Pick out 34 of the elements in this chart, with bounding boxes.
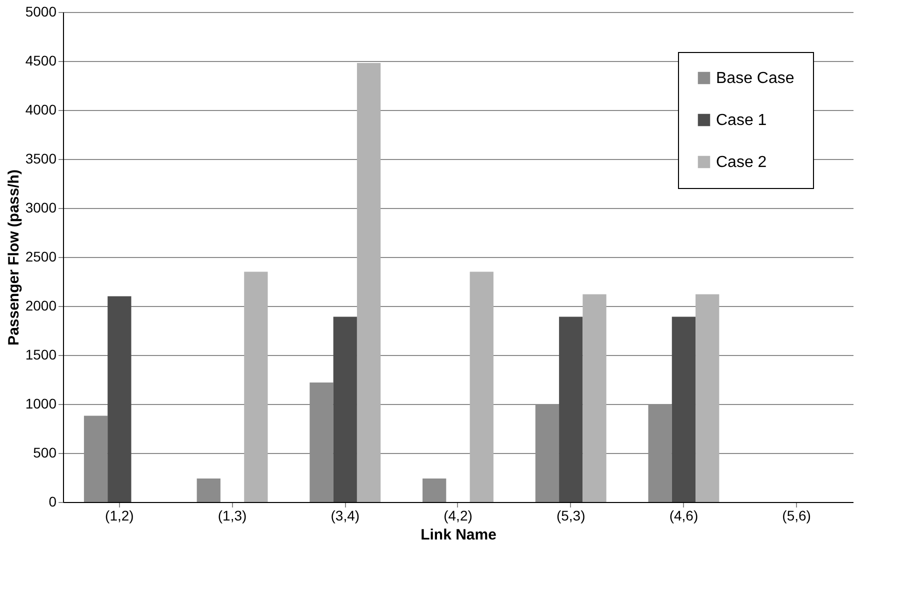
y-tick-label: 3500	[25, 150, 57, 166]
bar	[582, 294, 606, 502]
legend-label: Case 2	[716, 154, 767, 171]
y-tick-label: 4500	[25, 52, 57, 68]
x-axis-title: Link Name	[420, 526, 496, 544]
y-tick-label: 2500	[25, 248, 57, 264]
bar	[672, 316, 696, 502]
x-tick-label: (4,6)	[669, 508, 698, 524]
y-tick-label: 1500	[25, 346, 57, 362]
bar	[559, 316, 583, 502]
x-tick-label: (1,3)	[218, 508, 247, 524]
y-tick-label: 3000	[25, 200, 57, 216]
y-tick-label: 2000	[25, 298, 57, 314]
y-tick-label: 500	[33, 444, 57, 460]
y-tick-label: 4000	[25, 102, 57, 118]
legend-label: Base Case	[716, 70, 794, 87]
y-tick-label: 1000	[25, 396, 57, 412]
bar	[356, 62, 381, 502]
bar	[696, 294, 720, 502]
y-tick-label: 0	[48, 494, 57, 510]
legend-label: Case 1	[716, 112, 767, 129]
x-tick-label: (4,2)	[444, 508, 472, 524]
x-tick-label: (3,4)	[330, 508, 360, 524]
x-tick-label: (5,3)	[556, 508, 586, 524]
bar	[470, 272, 494, 502]
bar	[108, 296, 132, 502]
y-axis-title: Passenger Flow (pass/h)	[5, 170, 22, 346]
y-tick-label: 5000	[25, 4, 57, 20]
bar	[244, 272, 268, 502]
bar	[196, 478, 220, 502]
x-tick-label: (1,2)	[105, 508, 134, 524]
bar	[333, 316, 357, 502]
x-tick-label: (5,6)	[782, 508, 811, 524]
bar	[422, 478, 446, 502]
